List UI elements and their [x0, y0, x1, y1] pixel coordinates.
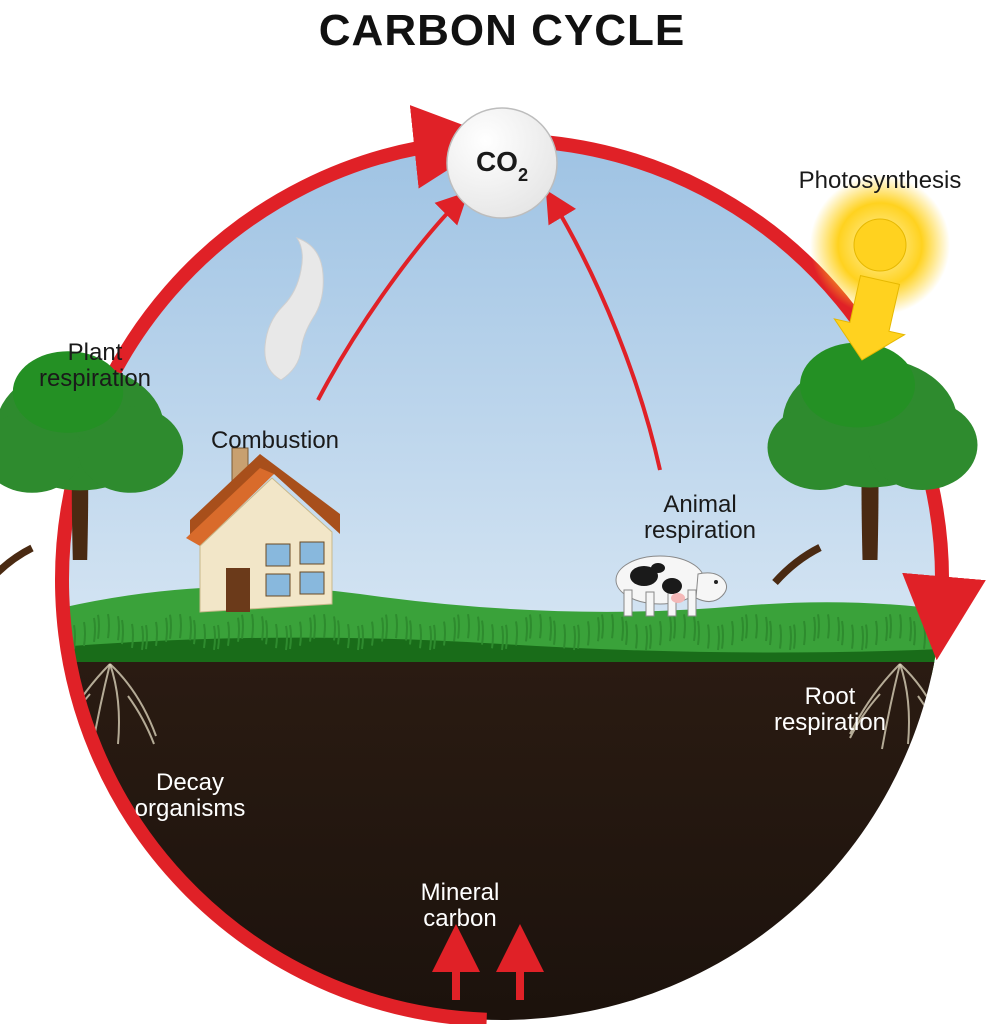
label-mineral-carbon: Mineralcarbon	[360, 880, 560, 933]
label-animal-respiration: Animalrespiration	[600, 492, 800, 545]
label-plant-respiration: Plantrespiration	[0, 340, 195, 393]
label-root-respiration: Rootrespiration	[730, 684, 930, 737]
label-photosynthesis: Photosynthesis	[780, 168, 980, 194]
co2-bubble: CO2	[447, 108, 557, 218]
diagram-svg: CO2	[0, 0, 1004, 1024]
label-combustion: Combustion	[175, 428, 375, 454]
label-decay-organisms: Decayorganisms	[90, 770, 290, 823]
diagram-stage: CARBON CYCLE	[0, 0, 1004, 1024]
